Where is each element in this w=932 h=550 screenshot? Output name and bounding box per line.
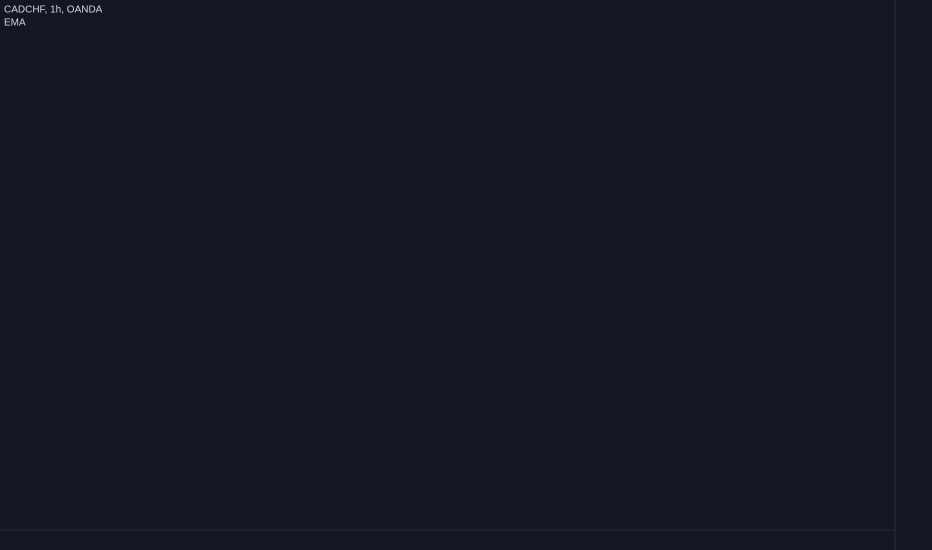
chart-title: CADCHF, 1h, OANDA [4, 5, 103, 16]
indicator-name: EMA [4, 18, 26, 29]
